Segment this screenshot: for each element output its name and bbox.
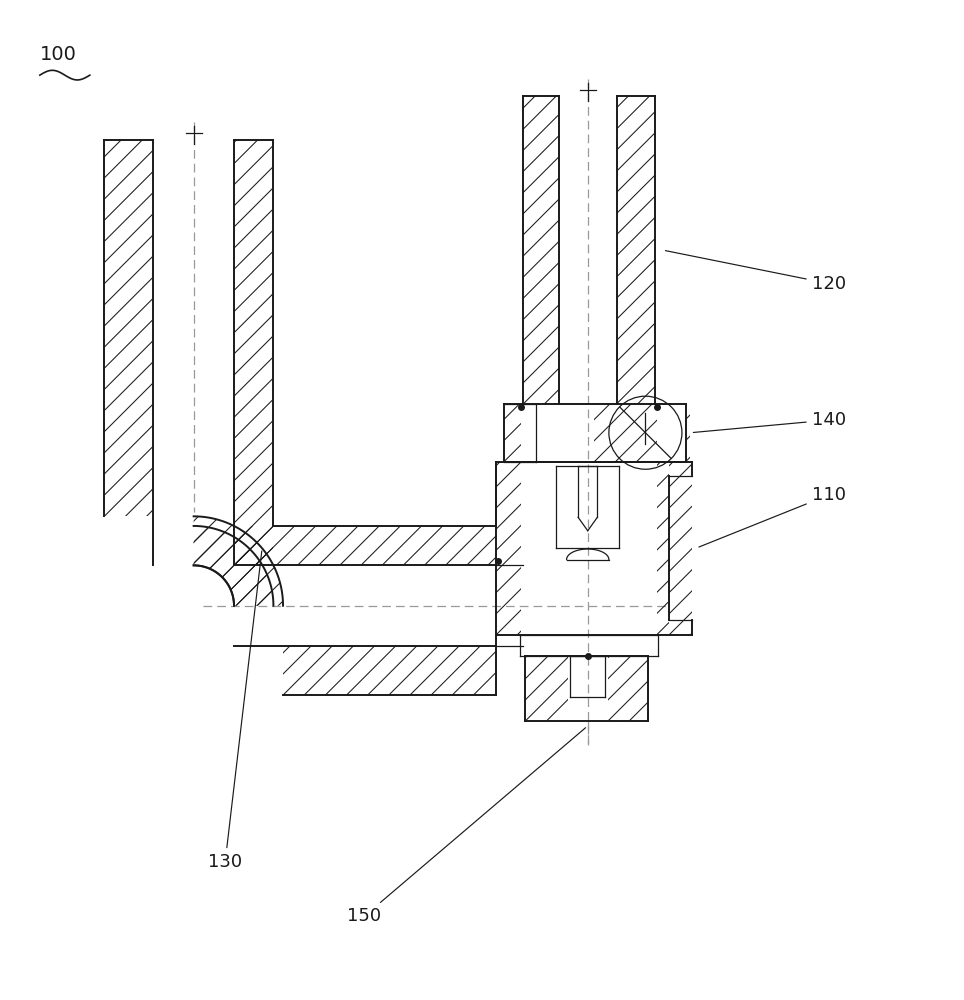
PathPatch shape bbox=[194, 516, 283, 606]
PathPatch shape bbox=[283, 646, 496, 695]
PathPatch shape bbox=[104, 140, 153, 516]
PathPatch shape bbox=[608, 656, 649, 721]
Text: 150: 150 bbox=[347, 728, 585, 925]
Text: 110: 110 bbox=[699, 486, 845, 547]
PathPatch shape bbox=[525, 656, 568, 721]
PathPatch shape bbox=[669, 462, 691, 635]
PathPatch shape bbox=[504, 404, 522, 462]
PathPatch shape bbox=[685, 404, 689, 462]
Text: 130: 130 bbox=[208, 551, 262, 871]
PathPatch shape bbox=[617, 96, 655, 404]
PathPatch shape bbox=[234, 140, 274, 565]
PathPatch shape bbox=[194, 526, 274, 606]
PathPatch shape bbox=[595, 404, 656, 462]
Text: 140: 140 bbox=[693, 411, 845, 432]
Text: 100: 100 bbox=[40, 45, 77, 64]
PathPatch shape bbox=[496, 462, 522, 635]
PathPatch shape bbox=[234, 526, 496, 565]
PathPatch shape bbox=[656, 462, 669, 635]
Text: 120: 120 bbox=[665, 251, 845, 293]
PathPatch shape bbox=[523, 96, 559, 404]
